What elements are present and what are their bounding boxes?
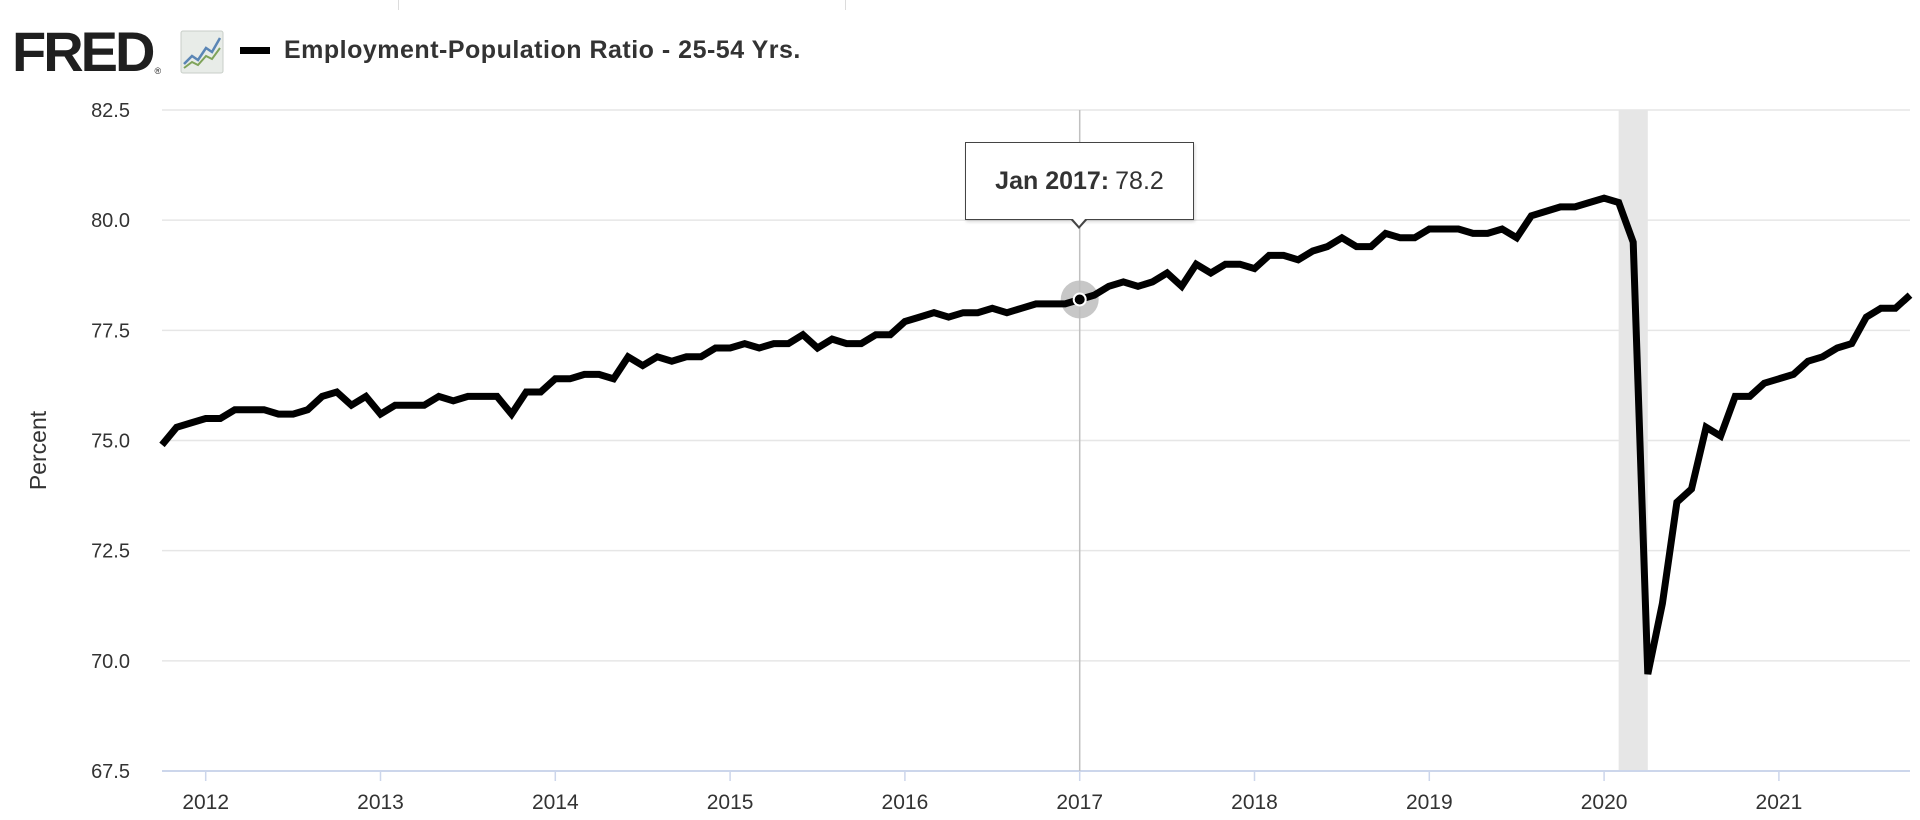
- y-tick-label: 67.5: [91, 761, 130, 783]
- x-tick-label: 2017: [1056, 791, 1103, 814]
- legend-swatch: [240, 47, 270, 54]
- registered-mark: ®: [154, 66, 162, 76]
- series-line: [159, 194, 1913, 675]
- tab-divider: [398, 0, 399, 10]
- tab-divider: [845, 0, 846, 10]
- gridlines: [162, 109, 1910, 662]
- series-layer: [159, 194, 1913, 675]
- tooltip: Jan 2017: 78.2: [965, 142, 1194, 220]
- chart-header: FRED ® Employment-Population Ratio - 25-…: [0, 0, 1920, 100]
- y-tick-label: 75.0: [91, 431, 130, 453]
- y-tick-label: 80.0: [91, 210, 130, 232]
- x-tick-label: 2013: [357, 791, 404, 814]
- line-graph-icon: [180, 30, 224, 74]
- y-tick-label: 70.0: [91, 651, 130, 673]
- tooltip-pointer-fill: [1072, 218, 1086, 226]
- legend-label: Employment-Population Ratio - 25-54 Yrs.: [284, 36, 801, 64]
- y-axis-ticks: 82.5 80.0 77.5 75.0 72.5 70.0 67.5: [91, 100, 130, 783]
- hover-point[interactable]: [1072, 292, 1087, 307]
- x-tick-label: 2020: [1581, 791, 1628, 814]
- tooltip-date: Jan 2017:: [995, 166, 1110, 195]
- x-tick-label: 2015: [707, 791, 754, 814]
- legend[interactable]: Employment-Population Ratio - 25-54 Yrs.: [240, 36, 801, 65]
- x-tick-label: 2012: [182, 791, 229, 814]
- fred-logo-text: FRED: [12, 20, 155, 83]
- y-axis-label: Percent: [25, 410, 51, 490]
- x-tick-label: 2018: [1231, 791, 1278, 814]
- x-tick-label: 2019: [1406, 791, 1453, 814]
- x-tick-label: 2014: [532, 791, 579, 814]
- y-tick-label: 82.5: [91, 100, 130, 122]
- y-tick-label: 77.5: [91, 320, 130, 342]
- x-tick-label: 2016: [882, 791, 929, 814]
- x-tick-label: 2021: [1756, 791, 1803, 814]
- fred-logo[interactable]: FRED ®: [12, 24, 161, 80]
- tooltip-value: 78.2: [1115, 166, 1164, 195]
- y-tick-label: 72.5: [91, 541, 130, 563]
- x-axis-ticks: 2012 2013 2014 2015 2016 2017 2018 2019 2020 2021: [182, 771, 1802, 814]
